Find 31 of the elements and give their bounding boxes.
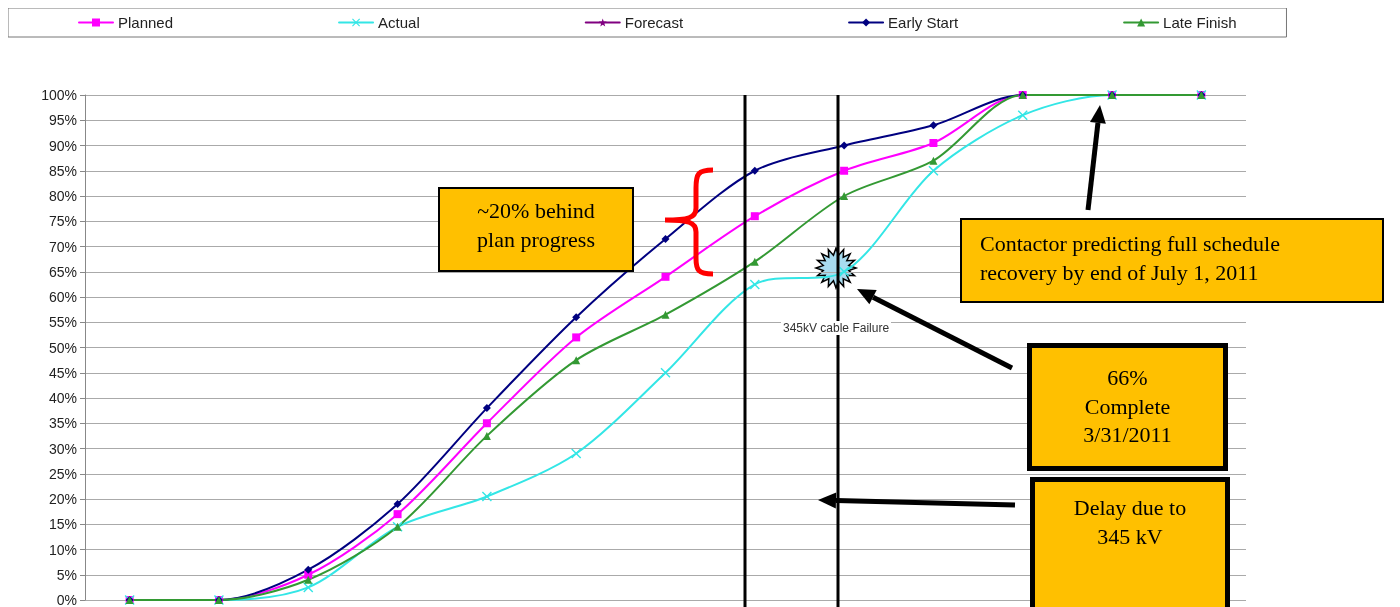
legend-label: Planned xyxy=(118,14,174,31)
y-tick-label: 45% xyxy=(48,364,77,381)
y-tick-label: 75% xyxy=(48,213,77,230)
y-tick-label: 60% xyxy=(48,289,77,305)
y-tick-label: 100% xyxy=(41,87,77,103)
note-box: Contactor predicting full schedule recovery by end of July 1, 2011 xyxy=(960,218,1384,303)
y-tick-label: 70% xyxy=(48,238,77,255)
y-tick-label: 95% xyxy=(48,112,77,129)
legend-label: Late Finish xyxy=(1163,14,1237,31)
note-box: ~20% behind plan progress xyxy=(438,187,634,272)
y-tick-label: 5% xyxy=(56,566,77,583)
note-box: 66% Complete 3/31/2011 xyxy=(1027,343,1228,471)
legend-label: Forecast xyxy=(624,14,684,31)
y-tick-label: 90% xyxy=(48,137,77,154)
y-tick-label: 65% xyxy=(48,263,77,280)
y-tick-label: 40% xyxy=(48,390,77,406)
note-box: Delay due to 345 kV xyxy=(1030,477,1230,607)
y-tick-label: 85% xyxy=(48,162,77,179)
y-tick-label: 10% xyxy=(48,541,77,558)
legend-label: Actual xyxy=(378,14,420,31)
y-tick-label: 50% xyxy=(48,339,77,356)
legend-label: Early Start xyxy=(888,14,959,31)
y-tick-label: 35% xyxy=(48,415,77,432)
y-tick-label: 25% xyxy=(48,465,77,482)
y-tick-label: 15% xyxy=(48,516,77,533)
y-tick-label: 55% xyxy=(48,314,77,331)
y-tick-label: 80% xyxy=(48,188,77,204)
y-tick-label: 30% xyxy=(48,440,77,457)
y-tick-label: 20% xyxy=(48,491,77,507)
y-tick-label: 0% xyxy=(56,592,77,607)
annotation: 345kV cable Failure xyxy=(781,321,892,335)
